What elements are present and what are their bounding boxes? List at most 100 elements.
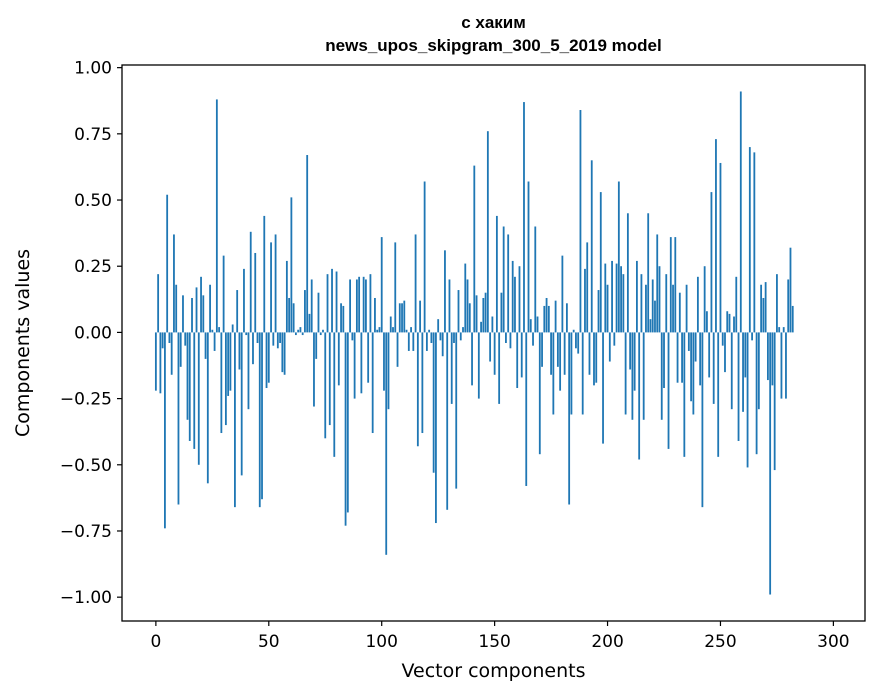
bar [678,292,681,333]
bar [543,305,546,333]
bar [647,213,650,333]
bar [561,255,564,333]
bar [159,332,162,394]
bar [425,332,428,351]
bar [719,162,722,333]
bar [270,242,272,333]
bar [595,332,598,383]
bar [265,332,268,389]
bar [294,332,297,336]
bar [577,332,580,354]
bar [715,139,717,333]
bar [261,332,263,500]
bar [188,332,191,441]
bar [708,332,711,378]
bar [263,215,266,333]
bar [414,234,417,333]
bar [572,329,575,333]
bar [383,332,385,391]
bar [584,268,586,333]
bar [430,332,433,343]
y-tick-label: 1.00 [74,59,112,79]
bar [164,332,166,529]
bar [527,181,530,333]
bar [410,327,412,333]
bar [516,332,519,389]
bar [683,332,686,457]
bar [502,226,505,333]
bar [579,110,582,333]
bar [290,197,293,333]
bar [319,332,322,336]
bar [629,332,632,370]
bar [477,332,480,399]
bar [550,332,552,375]
bar [568,332,571,505]
bar [473,165,476,333]
bar [220,332,223,434]
bar [782,327,785,333]
bar [222,255,225,333]
bar [405,329,408,333]
bar [511,260,514,333]
bar [672,284,674,333]
bar [694,332,697,362]
bar [249,231,252,333]
bar [500,292,503,333]
bar [590,160,593,333]
bar [367,332,370,383]
y-tick-label: 0.75 [74,125,112,145]
bar [685,284,688,333]
bar [552,332,555,415]
bar [789,247,792,333]
bar [667,332,670,449]
bar [536,316,539,333]
bar [358,276,361,333]
bar [238,332,241,370]
bar [651,279,654,333]
bar [157,274,160,333]
bar [559,332,562,391]
bar [778,327,781,333]
bar [484,292,487,333]
bar [322,329,324,333]
y-tick-label: −0.75 [60,522,112,542]
chart-title-line2: news_upos_skipgram_300_5_2019 model [325,36,661,55]
bar [660,332,663,420]
bar [509,332,512,349]
y-tick-label: −1.00 [60,588,112,608]
bar [787,279,790,333]
bar [441,332,444,357]
bar [407,332,410,351]
bar [773,332,776,471]
bar [211,329,214,333]
bar [624,332,627,415]
x-tick-label: 100 [365,632,397,652]
bar [617,181,620,333]
y-tick-label: −0.50 [60,456,112,476]
bar [206,332,209,484]
bar [281,332,284,373]
bar [563,332,566,375]
bar [491,316,494,333]
bar [371,332,374,434]
bar [344,332,347,526]
bar [389,316,392,333]
bar [453,332,455,343]
bar [611,260,613,333]
bar [760,284,763,333]
bar [432,332,435,473]
bar [177,332,180,505]
y-axis-label: Components values [12,249,34,437]
bar [687,332,690,351]
bar [247,332,250,410]
bar [541,332,543,367]
bar [669,237,672,333]
x-tick-label: 0 [150,632,161,652]
bar [674,237,677,333]
bar [771,332,774,386]
x-tick-label: 250 [704,632,736,652]
bar [154,332,157,391]
bar [378,327,381,333]
bar [791,305,794,333]
